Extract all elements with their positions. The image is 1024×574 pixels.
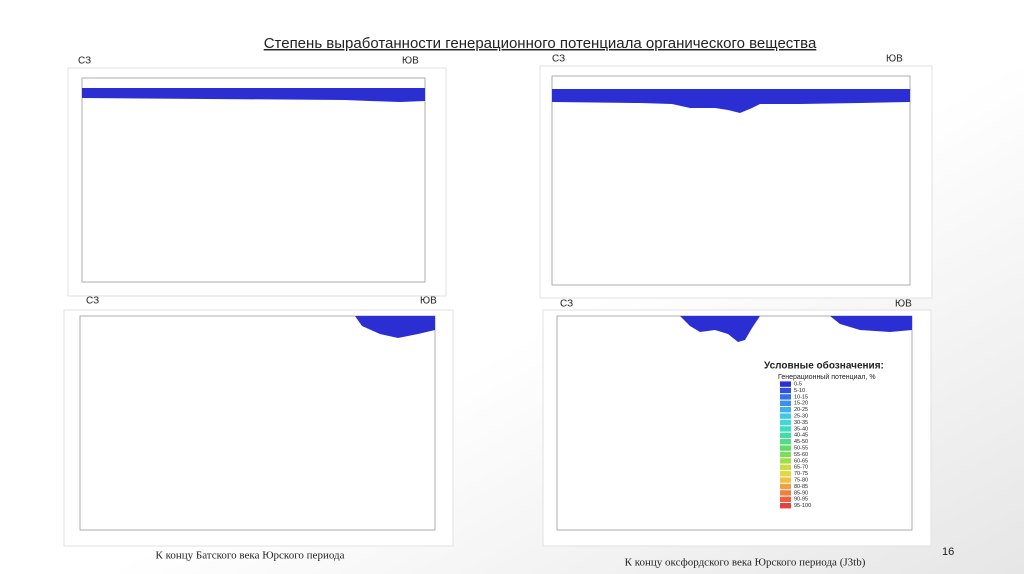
caption: К концу Батского века Юрского периода — [155, 550, 344, 562]
legend-subtitle: Генерационный потенциал, % — [778, 373, 876, 381]
section-plot — [551, 75, 911, 286]
legend-label: 55-60 — [794, 452, 808, 458]
legend-swatch — [780, 483, 791, 490]
legend-swatch — [780, 477, 791, 483]
legend-swatch — [780, 407, 791, 413]
legend-swatch — [780, 451, 791, 458]
caption: К концу оксфордского века Юрского период… — [625, 557, 866, 569]
legend-swatch — [780, 394, 791, 400]
legend-swatch — [780, 490, 791, 496]
legend-label: 20-25 — [794, 407, 808, 413]
legend-swatch — [780, 464, 791, 470]
legend-label: 10-15 — [794, 394, 808, 400]
legend-label: 80-85 — [794, 484, 808, 490]
layer-band — [82, 88, 425, 102]
legend-swatch — [780, 439, 791, 445]
legend-swatch — [780, 419, 791, 426]
layer-band — [552, 89, 910, 113]
legend-label: 35-40 — [794, 426, 808, 432]
layer-band — [830, 316, 912, 332]
legend-label: 60-65 — [794, 458, 808, 464]
direction-left: СЗ — [86, 296, 99, 307]
legend-label: 95-100 — [794, 503, 811, 509]
legend-swatch — [780, 387, 791, 394]
legend-swatch — [780, 426, 791, 432]
legend-swatch — [780, 496, 791, 502]
direction-left: СЗ — [552, 54, 565, 65]
direction-right: ЮВ — [420, 296, 437, 307]
section-plot — [81, 77, 426, 283]
section-plot — [79, 315, 436, 531]
legend-swatch — [780, 381, 791, 387]
legend-title: Условные обозначения: — [764, 360, 884, 372]
legend-label: 90-95 — [794, 497, 808, 503]
legend-label: 75-80 — [794, 477, 808, 483]
direction-right: ЮВ — [886, 54, 903, 65]
legend-label: 25-30 — [794, 413, 808, 419]
direction-left: СЗ — [560, 299, 573, 310]
direction-right: ЮВ — [895, 299, 912, 310]
legend-label: 85-90 — [794, 490, 808, 496]
legend-label: 70-75 — [794, 471, 808, 477]
direction-right: ЮВ — [402, 56, 419, 67]
legend-label: 65-70 — [794, 465, 808, 471]
legend-label: 5-10 — [794, 388, 805, 394]
legend: 0-55-1010-1515-2020-2525-3030-3535-4040-… — [780, 381, 811, 509]
legend-swatch — [780, 413, 791, 419]
legend-label: 45-50 — [794, 439, 808, 445]
page-number: 16 — [942, 546, 954, 558]
direction-left: СЗ — [78, 56, 91, 67]
legend-swatch — [780, 445, 791, 451]
legend-label: 30-35 — [794, 420, 808, 426]
legend-label: 50-55 — [794, 445, 808, 451]
legend-label: 0-5 — [794, 381, 802, 387]
slide-title: Степень выработанности генерационного по… — [264, 35, 817, 52]
legend-swatch — [780, 400, 791, 406]
legend-swatch — [780, 471, 791, 477]
section-plot — [556, 315, 913, 531]
legend-swatch — [780, 458, 791, 464]
layer-band — [355, 316, 435, 338]
legend-label: 40-45 — [794, 433, 808, 439]
layer-band — [680, 316, 760, 342]
legend-label: 15-20 — [794, 401, 808, 407]
legend-swatch — [780, 503, 791, 509]
legend-swatch — [780, 432, 791, 438]
